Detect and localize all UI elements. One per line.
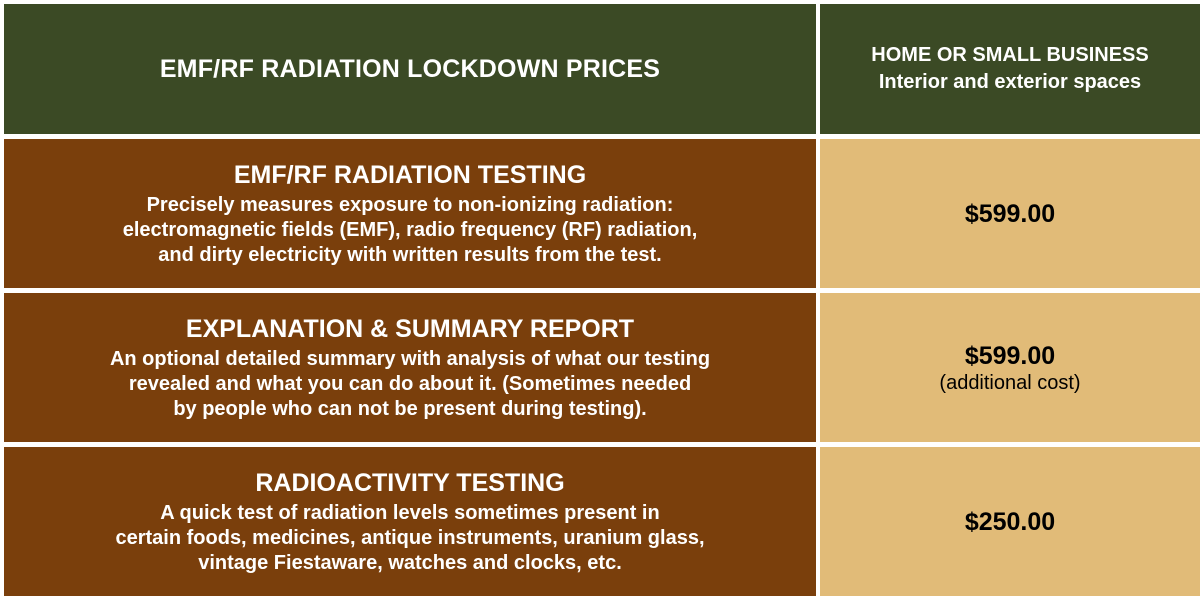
description-line: certain foods, medicines, antique instru… (115, 526, 705, 549)
service-title: RADIOACTIVITY TESTING (255, 468, 565, 497)
price-cell-summary-report: $599.00 (additional cost) (820, 293, 1200, 442)
price-value: $250.00 (964, 507, 1056, 536)
description-line: electromagnetic fields (EMF), radio freq… (122, 218, 698, 241)
description-line: A quick test of radiation levels sometim… (160, 501, 660, 524)
service-cell-radioactivity-testing: RADIOACTIVITY TESTING A quick test of ra… (4, 447, 816, 596)
column-heading: HOME OR SMALL BUSINESS (871, 44, 1149, 66)
table-header-title-cell: EMF/RF RADIATION LOCKDOWN PRICES (4, 4, 816, 134)
price-cell-radioactivity-testing: $250.00 (820, 447, 1200, 596)
description-line: vintage Fiestaware, watches and clocks, … (198, 551, 622, 574)
service-cell-emf-rf-testing: EMF/RF RADIATION TESTING Precisely measu… (4, 139, 816, 288)
price-note: (additional cost) (939, 371, 1081, 394)
price-value: $599.00 (964, 341, 1056, 370)
description-line: revealed and what you can do about it. (… (128, 372, 692, 395)
service-title: EXPLANATION & SUMMARY REPORT (185, 314, 635, 343)
price-value: $599.00 (964, 199, 1056, 228)
price-cell-emf-rf-testing: $599.00 (820, 139, 1200, 288)
service-description: Precisely measures exposure to non-ioniz… (123, 193, 698, 268)
description-line: Precisely measures exposure to non-ioniz… (146, 193, 674, 216)
service-description: A quick test of radiation levels sometim… (115, 501, 704, 576)
description-line: An optional detailed summary with analys… (109, 347, 711, 370)
service-description: An optional detailed summary with analys… (110, 347, 710, 422)
service-cell-summary-report: EXPLANATION & SUMMARY REPORT An optional… (4, 293, 816, 442)
table-header-column-cell: HOME OR SMALL BUSINESS Interior and exte… (820, 4, 1200, 134)
table-title: EMF/RF RADIATION LOCKDOWN PRICES (159, 54, 661, 83)
service-title: EMF/RF RADIATION TESTING (233, 160, 587, 189)
column-subheading: Interior and exterior spaces (878, 71, 1142, 93)
description-line: by people who can not be present during … (173, 397, 647, 420)
description-line: and dirty electricity with written resul… (158, 243, 662, 266)
